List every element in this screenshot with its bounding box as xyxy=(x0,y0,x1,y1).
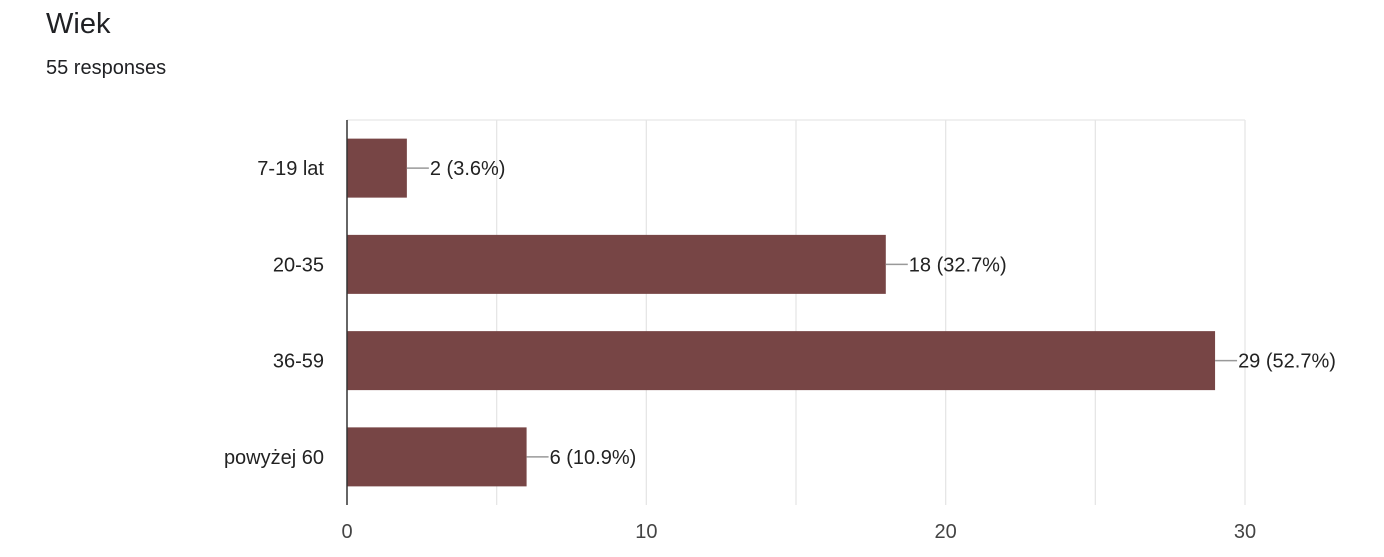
x-tick-label-3: 30 xyxy=(1234,521,1256,543)
response-count: 55 responses xyxy=(46,57,167,79)
category-label-2: 36-59 xyxy=(273,351,324,373)
bars xyxy=(347,138,1216,487)
x-tick-label-0: 0 xyxy=(341,521,352,543)
category-label-0: 7-19 lat xyxy=(257,158,324,180)
labels: 7-19 lat 2 (3.6%) 20-35 18 (32.7%) 36-59 29 (… xyxy=(224,158,1336,543)
x-tick-label-2: 20 xyxy=(935,521,957,543)
category-label-1: 20-35 xyxy=(273,254,324,276)
data-label-1: 18 (32.7%) xyxy=(909,254,1007,276)
data-label-0: 2 (3.6%) xyxy=(430,158,506,180)
bar-1 xyxy=(347,234,886,294)
bar-0 xyxy=(347,138,407,198)
category-label-3: powyżej 60 xyxy=(224,447,324,469)
data-label-3: 6 (10.9%) xyxy=(550,447,637,469)
bar-3 xyxy=(347,427,527,487)
data-label-2: 29 (52.7%) xyxy=(1238,351,1336,373)
chart-title: Wiek xyxy=(46,8,111,40)
x-tick-label-1: 10 xyxy=(635,521,657,543)
bar-2 xyxy=(347,331,1216,391)
